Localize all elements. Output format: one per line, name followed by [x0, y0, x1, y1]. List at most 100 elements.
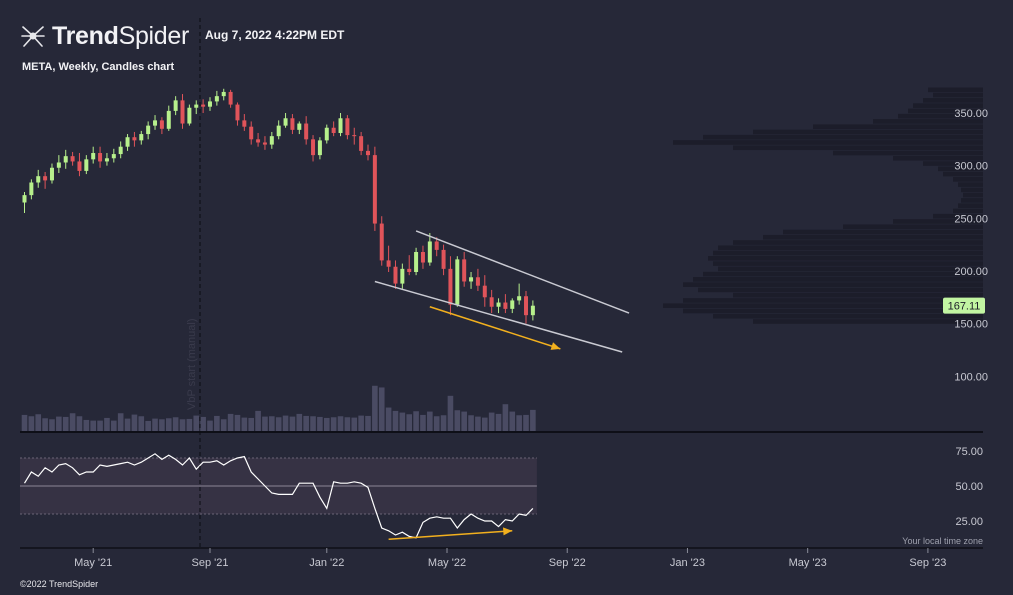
candle-body-up: [173, 100, 178, 111]
volume-profile-bar: [963, 192, 983, 198]
candle-body-up: [317, 140, 322, 156]
volume-bar: [179, 419, 186, 431]
volume-bar: [440, 415, 447, 431]
volume-profile-bar: [928, 87, 983, 93]
volume-profile-bar: [703, 271, 983, 277]
price-axis-label: 300.00: [954, 161, 988, 173]
candle-body-down: [448, 268, 453, 305]
volume-profile-bar: [708, 256, 983, 261]
candle-body-down: [159, 120, 164, 129]
volume-bar: [165, 418, 172, 431]
candle-body-down: [235, 104, 240, 121]
price-candles: [22, 88, 535, 324]
candle-body-down: [70, 156, 75, 162]
volume-bar: [42, 418, 48, 431]
volume-bar: [241, 417, 248, 431]
volume-bar: [481, 417, 488, 431]
volume-bar: [28, 416, 35, 431]
volume-bar: [282, 415, 289, 431]
candle-body-down: [503, 302, 508, 309]
volume-bar: [530, 409, 536, 431]
volume-bar: [372, 385, 378, 431]
candle-body-down: [180, 100, 185, 124]
price-divergence-arrow: [429, 306, 561, 350]
candle-body-up: [125, 137, 130, 147]
volume-profile-bar: [713, 261, 983, 266]
volume-bar: [523, 414, 529, 431]
trendspider-logo-icon: [21, 26, 45, 47]
candle-body-down: [475, 277, 480, 286]
volume-profile-bar: [713, 313, 983, 319]
candle-body-up: [297, 123, 302, 130]
candle-body-up: [111, 154, 116, 159]
volume-bar: [289, 416, 296, 431]
volume-bar: [447, 395, 454, 431]
volume-bar: [475, 416, 481, 431]
volume-bar: [138, 416, 145, 431]
volume-bar: [269, 416, 275, 431]
x-axis-label: Jan '23: [670, 557, 705, 569]
volume-profile-bar: [718, 266, 983, 272]
axes: 350.00 300.00 250.00 200.00 150.00 100.00 167.…: [20, 108, 988, 569]
candle-body-up: [530, 305, 535, 316]
volume-profile-bar: [683, 308, 983, 314]
volume-bar: [310, 416, 316, 431]
candle-body-down: [352, 135, 357, 137]
volume-bar: [131, 414, 138, 431]
volume-bar: [351, 417, 358, 431]
volume-profile-bar: [938, 166, 983, 172]
timestamp: Aug 7, 2022 4:22PM EDT: [205, 28, 345, 42]
candle-body-up: [139, 134, 144, 141]
candle-body-up: [207, 101, 212, 107]
candle-body-down: [379, 223, 384, 261]
volume-profile-bar: [673, 140, 983, 145]
volume-bar: [262, 416, 268, 431]
candle-body-down: [441, 249, 446, 269]
price-divergence-arrow-head: [550, 342, 561, 350]
volume-bar: [117, 413, 124, 431]
candle-body-up: [166, 110, 171, 129]
rsi-panel: [20, 453, 537, 540]
volume-bar: [159, 419, 165, 431]
vertical-marker: VbP start (manual): [186, 18, 201, 548]
brand-name: TrendSpider: [52, 21, 190, 50]
candle-body-down: [311, 139, 316, 156]
volume-bar: [49, 419, 55, 431]
volume-bar: [303, 415, 309, 431]
candle-body-down: [228, 91, 233, 105]
volume-profile-bar: [703, 134, 983, 140]
volume-profile-bar: [908, 108, 983, 114]
volume-bar: [420, 414, 426, 431]
candle-body-up: [427, 241, 432, 263]
candle-body-down: [304, 123, 309, 140]
volume-bar: [186, 418, 193, 431]
volume-profile-bar: [733, 240, 983, 245]
volume-bar: [90, 420, 96, 431]
volume-profile-bar: [953, 177, 983, 182]
candle-body-up: [496, 302, 501, 307]
volume-bar: [248, 417, 255, 431]
candle-body-down: [331, 127, 336, 134]
volume-profile-bar: [783, 229, 983, 235]
rsi-axis-label: 75.00: [955, 446, 983, 458]
x-axis-label: May '23: [789, 557, 827, 569]
volume-profile-bar: [698, 287, 983, 293]
vbp-start-label: VbP start (manual): [186, 318, 198, 410]
volume-bar: [104, 417, 110, 431]
timezone-note: Your local time zone: [902, 536, 983, 546]
volume-profile-bar: [933, 92, 983, 98]
resistance-trendline: [415, 230, 630, 314]
volume-bar: [152, 418, 158, 431]
candle-body-up: [84, 159, 89, 171]
volume-profile-bar: [893, 155, 983, 161]
volume-profile-bar: [923, 161, 983, 166]
volume-profile-bar: [961, 198, 983, 203]
candle-body-down: [359, 136, 364, 151]
volume-bar: [358, 415, 364, 431]
candle-body-down: [489, 297, 494, 307]
volume-bar: [275, 417, 282, 431]
volume-bar: [385, 407, 392, 431]
volume-bar: [330, 417, 337, 431]
volume-profile-bar: [813, 124, 983, 129]
volume-bar: [495, 413, 502, 431]
